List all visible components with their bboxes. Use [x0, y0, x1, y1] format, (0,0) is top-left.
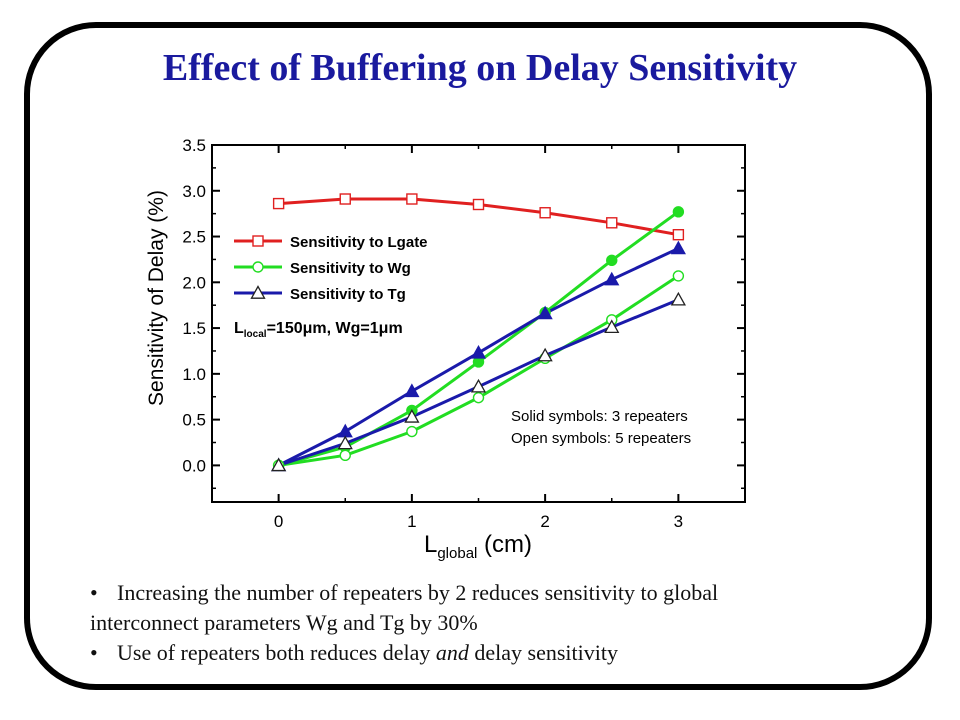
- x-tick-label: 1: [407, 512, 416, 531]
- data-point: [406, 193, 418, 205]
- data-point: [470, 378, 487, 393]
- data-point: [672, 229, 685, 241]
- y-tick-label: 1.5: [182, 319, 206, 338]
- data-point: [604, 319, 620, 334]
- bullet-list: • Increasing the number of repeaters by 2…: [90, 578, 890, 668]
- data-point: [670, 240, 686, 255]
- data-point: [339, 193, 351, 205]
- legend: Sensitivity to Lgate Sensitivity to Wg Sen…: [234, 234, 428, 303]
- axes-ticks: 0.0 0.5 1.0 1.5 2.0 2.5 3.0 3.5 0 1 2 3: [182, 136, 746, 531]
- data-point: [272, 197, 285, 210]
- y-tick-label: 0.0: [182, 456, 206, 475]
- bullet-item: • Increasing the number of repeaters by 2…: [90, 578, 890, 608]
- legend-marker: [252, 235, 264, 247]
- legend-label: Sensitivity to Lgate: [290, 234, 428, 251]
- bullet-item: • Use of repeaters both reduces delay and…: [90, 638, 890, 668]
- annotation-open-symbols: Open symbols: 5 repeaters: [511, 430, 691, 447]
- data-point: [537, 347, 553, 362]
- param-annotation: Llocal=150μm, Wg=1μm: [234, 320, 403, 340]
- data-point: [339, 449, 351, 462]
- data-point: [337, 435, 353, 450]
- bullet-marker: •: [90, 640, 98, 665]
- legend-marker: [250, 285, 266, 299]
- data-point: [472, 198, 485, 211]
- bullet-text: Use of repeaters both reduces delay: [117, 640, 436, 665]
- data-point: [406, 425, 418, 438]
- series-markers: [271, 193, 686, 472]
- data-point: [670, 291, 686, 306]
- bullet-marker: •: [90, 580, 98, 605]
- y-tick-label: 2.5: [182, 228, 206, 247]
- legend-label: Sensitivity to Wg: [290, 260, 411, 277]
- y-tick-label: 3.5: [182, 136, 206, 155]
- data-point: [604, 271, 620, 286]
- y-tick-label: 3.0: [182, 182, 206, 201]
- data-point: [672, 270, 685, 282]
- y-axis-label: Sensitivity of Delay (%): [145, 190, 168, 406]
- data-point: [271, 457, 287, 472]
- data-point: [537, 305, 553, 320]
- x-tick-label: 3: [674, 512, 683, 531]
- x-axis-label: Lglobal (cm): [424, 531, 532, 562]
- data-point: [472, 391, 485, 404]
- bullet-text: Increasing the number of repeaters by 2 …: [117, 580, 719, 605]
- bullet-text: delay sensitivity: [468, 640, 618, 665]
- data-point: [470, 344, 487, 359]
- y-tick-label: 2.0: [182, 273, 206, 292]
- data-point: [337, 423, 353, 438]
- x-tick-label: 2: [540, 512, 549, 531]
- data-point: [404, 383, 420, 398]
- data-point: [606, 254, 618, 267]
- legend-marker: [252, 261, 264, 273]
- annotation-solid-symbols: Solid symbols: 3 repeaters: [511, 408, 688, 425]
- y-tick-label: 1.0: [182, 365, 206, 384]
- bullet-continuation: interconnect parameters Wg and Tg by 30%: [90, 610, 478, 635]
- bullet-emphasis: and: [435, 640, 469, 665]
- data-point: [404, 409, 420, 423]
- data-point: [606, 217, 618, 229]
- y-tick-label: 0.5: [182, 411, 206, 430]
- slide-title: Effect of Buffering on Delay Sensitivity: [162, 47, 798, 89]
- legend-label: Sensitivity to Tg: [290, 286, 406, 303]
- data-point: [672, 206, 685, 218]
- data-point: [539, 207, 551, 219]
- x-tick-label: 0: [274, 512, 283, 531]
